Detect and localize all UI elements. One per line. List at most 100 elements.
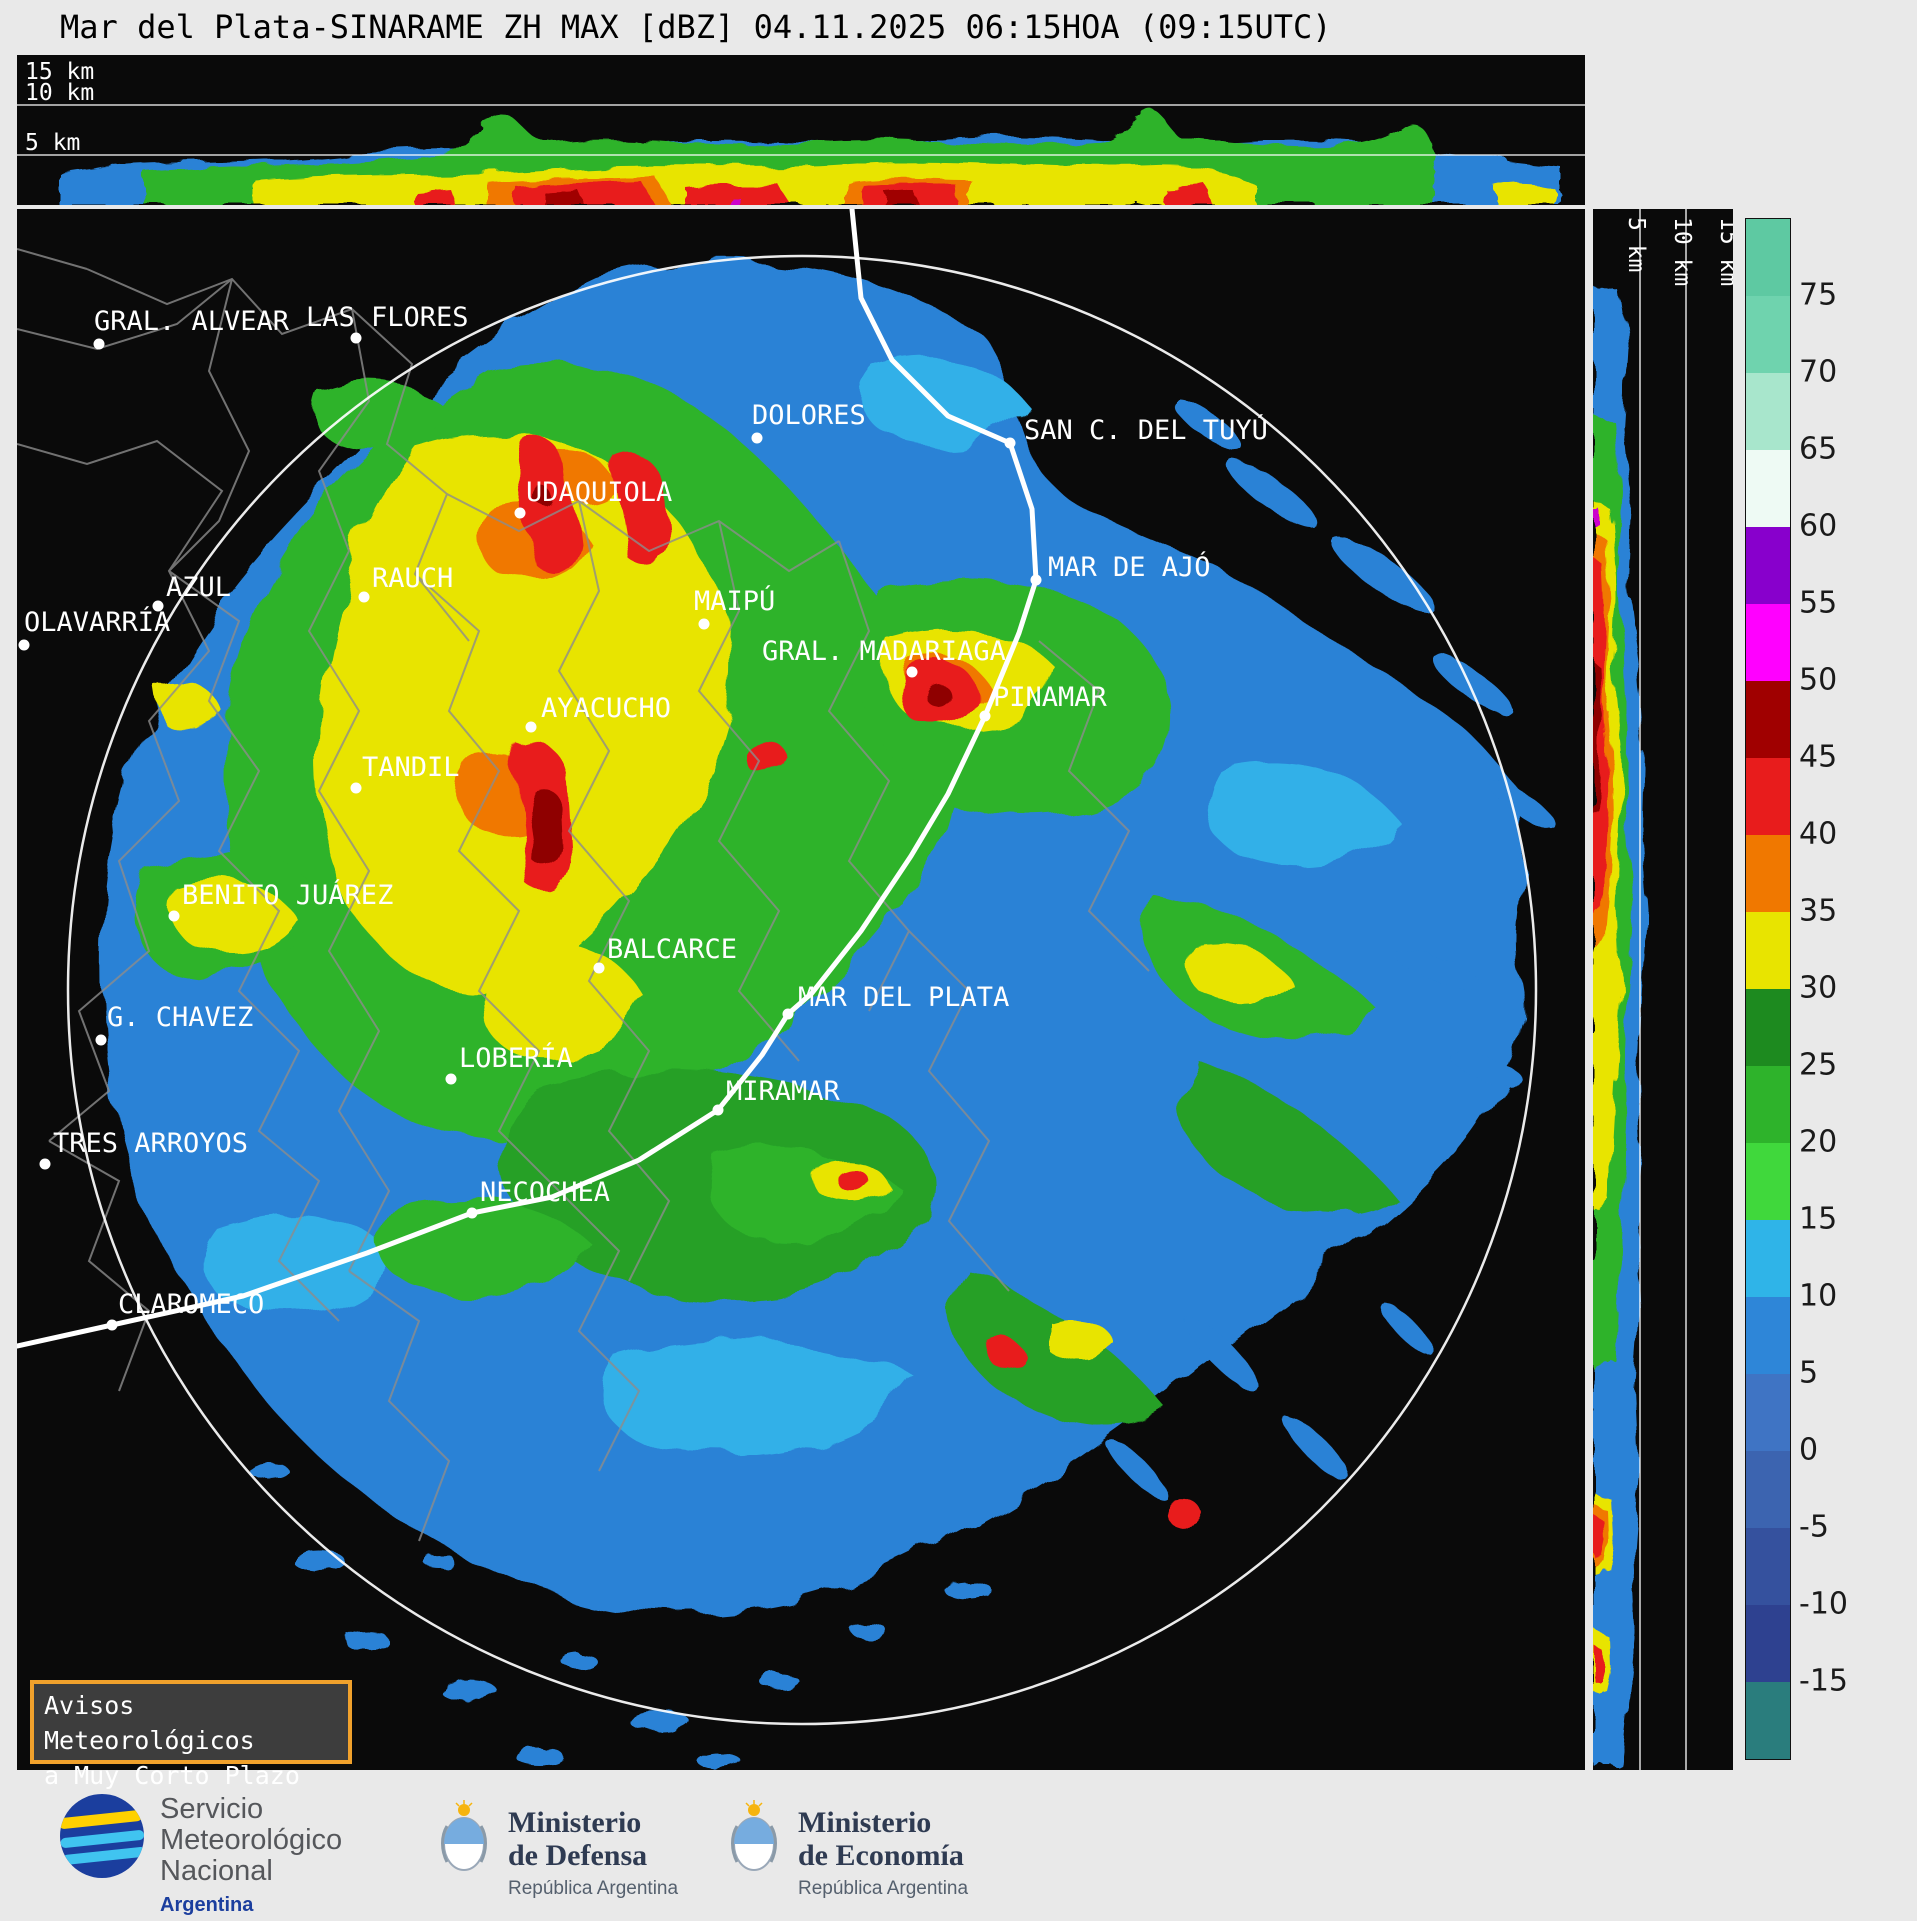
city-marker: OLAVARRÍA xyxy=(18,606,170,651)
defensa-line-1: Ministerio xyxy=(508,1806,642,1839)
city-label: UDAQUIOLA xyxy=(526,477,672,508)
colorbar-tick-label: 55 xyxy=(1799,585,1838,621)
city-label: TANDIL xyxy=(362,752,460,783)
city-label: GRAL. ALVEAR xyxy=(94,306,290,337)
smn-line-2: Meteorológico xyxy=(160,1824,343,1856)
side-height-label-10km: 10 km xyxy=(1669,217,1695,286)
city-dot xyxy=(698,618,710,630)
colorbar-segment xyxy=(1746,1451,1790,1528)
city-marker: NECOCHEA xyxy=(466,1177,610,1219)
side-cross-section-panel: 5 km 10 km 15 km xyxy=(1593,209,1733,1770)
colorbar-segment xyxy=(1746,296,1790,373)
city-label: G. CHAVEZ xyxy=(107,1002,253,1033)
city-dot xyxy=(525,721,537,733)
city-label: MAIPÚ xyxy=(694,585,775,617)
city-marker: BALCARCE xyxy=(593,934,737,974)
city-label: PINAMAR xyxy=(993,682,1108,713)
city-label: MAR DE AJÓ xyxy=(1048,551,1211,583)
colorbar-segment xyxy=(1746,1297,1790,1374)
economia-crest-icon xyxy=(731,1800,777,1871)
city-label: RAUCH xyxy=(372,563,453,594)
smn-wordmark: Servicio Meteorológico Nacional Argentin… xyxy=(160,1794,342,1921)
city-marker: MAR DEL PLATA xyxy=(782,982,1009,1020)
radar-map: GRAL. ALVEAR LAS FLORES DOLORES SAN C. DEL … xyxy=(17,209,1585,1770)
city-label: AZUL xyxy=(166,572,231,603)
colorbar-segment xyxy=(1746,1143,1790,1220)
city-marker: G. CHAVEZ xyxy=(95,1002,253,1046)
colorbar-segment xyxy=(1746,604,1790,681)
colorbar-tick-label: 30 xyxy=(1799,970,1838,1006)
city-marker: UDAQUIOLA xyxy=(514,477,672,519)
city-dot xyxy=(445,1073,457,1085)
city-marker: GRAL. MADARIAGA xyxy=(762,636,1006,678)
defensa-wordmark: Ministerio de Defensa República Argentin… xyxy=(508,1806,678,1900)
city-label: BENITO JUÁREZ xyxy=(182,879,393,911)
height-label-5km: 5 km xyxy=(25,130,80,156)
city-dot xyxy=(93,338,105,350)
city-dot xyxy=(350,782,362,794)
city-marker: AYACUCHO xyxy=(525,693,671,733)
city-marker: BENITO JUÁREZ xyxy=(168,879,393,922)
height-label-15km: 15 km xyxy=(25,59,94,85)
city-dot xyxy=(1030,574,1042,586)
side-cross-section-plot: 5 km 10 km 15 km xyxy=(1593,209,1733,1770)
smn-country: Argentina xyxy=(160,1894,254,1916)
city-label: CLAROMECO xyxy=(118,1289,264,1320)
colorbar-segment xyxy=(1746,527,1790,604)
smn-line-3: Nacional xyxy=(160,1855,273,1887)
city-dot xyxy=(466,1207,478,1219)
colorbar-segment xyxy=(1746,989,1790,1066)
city-label: BALCARCE xyxy=(607,934,737,965)
colorbar-tick-label: 20 xyxy=(1799,1124,1838,1160)
smn-logo xyxy=(58,1794,146,1878)
colorbar-tick-label: 70 xyxy=(1799,354,1838,390)
city-label: LOBERÍA xyxy=(459,1042,573,1074)
city-marker: CLAROMECO xyxy=(106,1289,264,1331)
colorbar-segment xyxy=(1746,912,1790,989)
colorbar-tick-label: 60 xyxy=(1799,508,1838,544)
city-dot xyxy=(751,432,763,444)
city-layer: GRAL. ALVEAR LAS FLORES DOLORES SAN C. DEL … xyxy=(18,302,1268,1331)
top-cross-section-plot: 15 km 10 km 5 km xyxy=(17,55,1585,205)
colorbar-segment xyxy=(1746,681,1790,758)
colorbar-tick-label: 50 xyxy=(1799,662,1838,698)
colorbar-tick-label: -5 xyxy=(1799,1509,1829,1545)
coastline xyxy=(17,209,1039,1349)
city-marker: GRAL. ALVEAR xyxy=(93,306,290,350)
side-cross-section-echoes xyxy=(1593,287,1648,1765)
colorbar-tick-label: 10 xyxy=(1799,1278,1838,1314)
warning-badge[interactable]: Avisos Meteorológicos a Muy Corto Plazo xyxy=(30,1680,352,1790)
economia-line-1: Ministerio xyxy=(798,1806,932,1839)
city-marker: MIRAMAR xyxy=(712,1076,841,1116)
city-label: MAR DEL PLATA xyxy=(798,982,1009,1013)
city-dot xyxy=(979,710,991,722)
defensa-crest-icon xyxy=(441,1800,487,1871)
city-dot xyxy=(95,1034,107,1046)
warning-line-2: a Muy Corto Plazo xyxy=(44,1761,300,1790)
range-ring xyxy=(66,254,1538,1726)
colorbar-tick-label: 75 xyxy=(1799,277,1838,313)
colorbar-tick-label: 0 xyxy=(1799,1432,1819,1468)
height-label-10km: 10 km xyxy=(25,80,94,106)
colorbar-labels: 75 70 65 60 55 50 45 40 35 30 25 20 15 10 5 0 -5 -10 -15 xyxy=(1799,218,1899,1758)
city-marker: DOLORES xyxy=(751,400,866,444)
colorbar-segment xyxy=(1746,758,1790,835)
colorbar-tick-label: -15 xyxy=(1799,1663,1848,1699)
colorbar-tick-label: 35 xyxy=(1799,893,1838,929)
colorbar-segment xyxy=(1746,835,1790,912)
city-marker: LAS FLORES xyxy=(306,302,469,344)
page-title: Mar del Plata-SINARAME ZH MAX [dBZ] 04.1… xyxy=(60,8,1332,46)
colorbar-segment xyxy=(1746,450,1790,527)
city-label: MIRAMAR xyxy=(726,1076,841,1107)
top-cross-section-panel: 15 km 10 km 5 km xyxy=(17,55,1585,205)
city-label: DOLORES xyxy=(752,400,866,431)
colorbar-tick-label: 25 xyxy=(1799,1047,1838,1083)
city-dot xyxy=(168,910,180,922)
defensa-line-2: de Defensa xyxy=(508,1839,648,1872)
economia-line-2: de Economía xyxy=(798,1839,964,1872)
colorbar-tick-label: 40 xyxy=(1799,816,1838,852)
top-cross-section-echoes xyxy=(59,110,1559,205)
colorbar-segment xyxy=(1746,1374,1790,1451)
warning-line-1: Avisos Meteorológicos xyxy=(44,1691,255,1755)
city-label: SAN C. DEL TUYÚ xyxy=(1024,414,1268,446)
